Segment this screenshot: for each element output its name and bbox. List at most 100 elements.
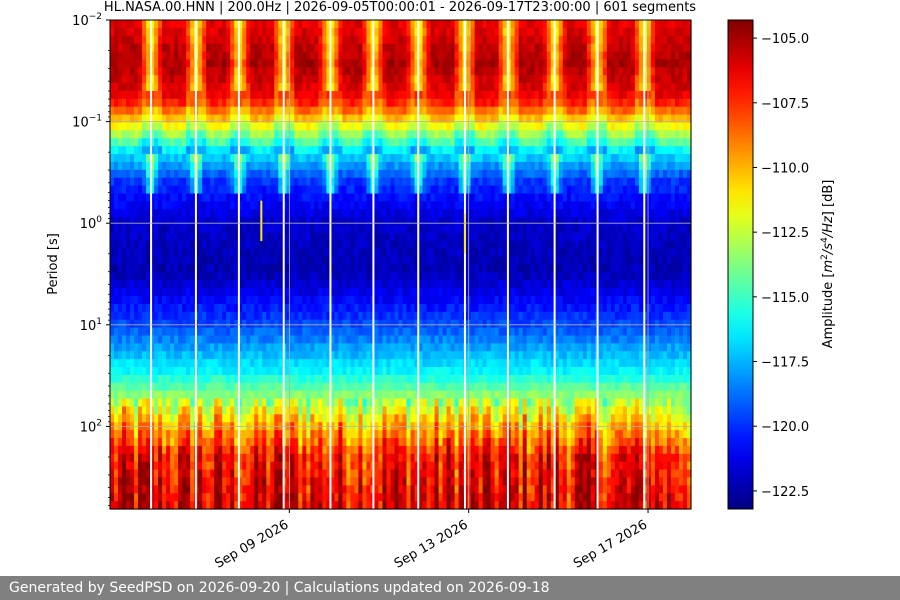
heatmap-cell <box>394 154 400 163</box>
heatmap-cell <box>474 146 480 155</box>
heatmap-cell <box>222 98 227 108</box>
heatmap-cell <box>574 98 580 108</box>
heatmap-cell <box>210 83 215 92</box>
heatmap-cell <box>366 169 372 179</box>
heatmap-cell <box>358 177 364 187</box>
heatmap-cell <box>114 130 119 139</box>
heatmap-cell <box>502 280 508 289</box>
heatmap-cell <box>522 177 528 187</box>
heatmap-cell <box>258 43 263 53</box>
heatmap-cell <box>654 209 660 218</box>
heatmap-cell <box>634 98 640 108</box>
heatmap-cell <box>202 177 207 187</box>
heatmap-cell <box>542 59 548 68</box>
heatmap-cell <box>298 138 303 147</box>
heatmap-cell <box>438 217 444 226</box>
heatmap-cell <box>126 169 131 179</box>
heatmap-cell <box>506 264 512 273</box>
heatmap-cell <box>142 154 147 163</box>
heatmap-cell <box>146 256 151 266</box>
heatmap-cell <box>414 20 420 29</box>
heatmap-cell <box>470 98 476 108</box>
heatmap-cell <box>442 280 448 289</box>
heatmap-cell <box>686 83 692 92</box>
heatmap-cell <box>454 193 460 203</box>
heatmap-cell <box>354 280 360 289</box>
heatmap-cell <box>306 193 311 203</box>
heatmap-cell <box>330 75 335 84</box>
heatmap-cell <box>414 106 420 116</box>
heatmap-cell <box>542 90 548 100</box>
heatmap-cell <box>278 83 283 92</box>
heatmap-cell <box>494 209 500 218</box>
heatmap-cell <box>574 256 580 266</box>
heatmap-cell <box>146 138 151 147</box>
heatmap-cell <box>502 27 508 37</box>
heatmap-cell <box>530 98 536 108</box>
heatmap-cell <box>622 240 628 250</box>
heatmap-cell <box>562 114 568 124</box>
heatmap-cell <box>362 232 368 242</box>
heatmap-cell <box>678 75 684 84</box>
heatmap-cell <box>170 114 175 124</box>
heatmap-cell <box>202 225 207 234</box>
heatmap-cell <box>498 90 504 100</box>
heatmap-cell <box>258 240 263 250</box>
heatmap-cell <box>142 177 147 187</box>
heatmap-cell <box>626 272 632 281</box>
heatmap-cell <box>226 272 231 281</box>
heatmap-cell <box>590 248 596 258</box>
heatmap-cell <box>674 67 680 76</box>
heatmap-cell <box>190 106 195 116</box>
heatmap-cell <box>562 154 568 163</box>
heatmap-cell <box>550 98 556 108</box>
heatmap-cell <box>302 122 307 132</box>
heatmap-cell <box>534 27 540 37</box>
heatmap-cell <box>306 59 311 68</box>
heatmap-cell <box>230 225 235 234</box>
heatmap-cell <box>338 185 343 195</box>
heatmap-cell <box>306 280 311 289</box>
heatmap-cell <box>578 90 584 100</box>
heatmap-cell <box>430 59 436 68</box>
heatmap-cell <box>526 27 532 37</box>
heatmap-cell <box>538 169 544 179</box>
heatmap-cell <box>654 185 660 195</box>
heatmap-cell <box>130 98 135 108</box>
heatmap-cell <box>314 83 319 92</box>
heatmap-cell <box>430 264 436 273</box>
heatmap-cell <box>150 146 155 155</box>
heatmap-cell <box>254 280 259 289</box>
heatmap-cell <box>126 280 131 289</box>
heatmap-cell <box>486 193 492 203</box>
heatmap-cell <box>142 272 147 281</box>
heatmap-cell <box>502 161 508 171</box>
heatmap-cell <box>442 138 448 147</box>
heatmap-cell <box>538 20 544 29</box>
heatmap-cell <box>294 122 299 132</box>
heatmap-cell <box>434 138 440 147</box>
heatmap-cell <box>482 35 488 45</box>
heatmap-cell <box>682 272 688 281</box>
heatmap-cell <box>430 177 436 187</box>
heatmap-cell <box>270 27 275 37</box>
heatmap-cell <box>202 27 207 37</box>
heatmap-cell <box>454 59 460 68</box>
heatmap-cell <box>522 122 528 132</box>
heatmap-cell <box>662 161 668 171</box>
heatmap-cell <box>378 248 384 258</box>
heatmap-cell <box>298 217 303 226</box>
heatmap-cell <box>610 225 616 234</box>
heatmap-cell <box>530 130 536 139</box>
heatmap-cell <box>382 83 388 92</box>
heatmap-cell <box>666 272 672 281</box>
heatmap-cell <box>682 240 688 250</box>
heatmap-cell <box>186 248 191 258</box>
heatmap-cell <box>474 193 480 203</box>
heatmap-cell <box>150 185 155 195</box>
heatmap-cell <box>266 98 271 108</box>
heatmap-cell <box>322 27 327 37</box>
heatmap-cell <box>330 201 335 210</box>
heatmap-cell <box>502 67 508 76</box>
heatmap-cell <box>514 272 520 281</box>
